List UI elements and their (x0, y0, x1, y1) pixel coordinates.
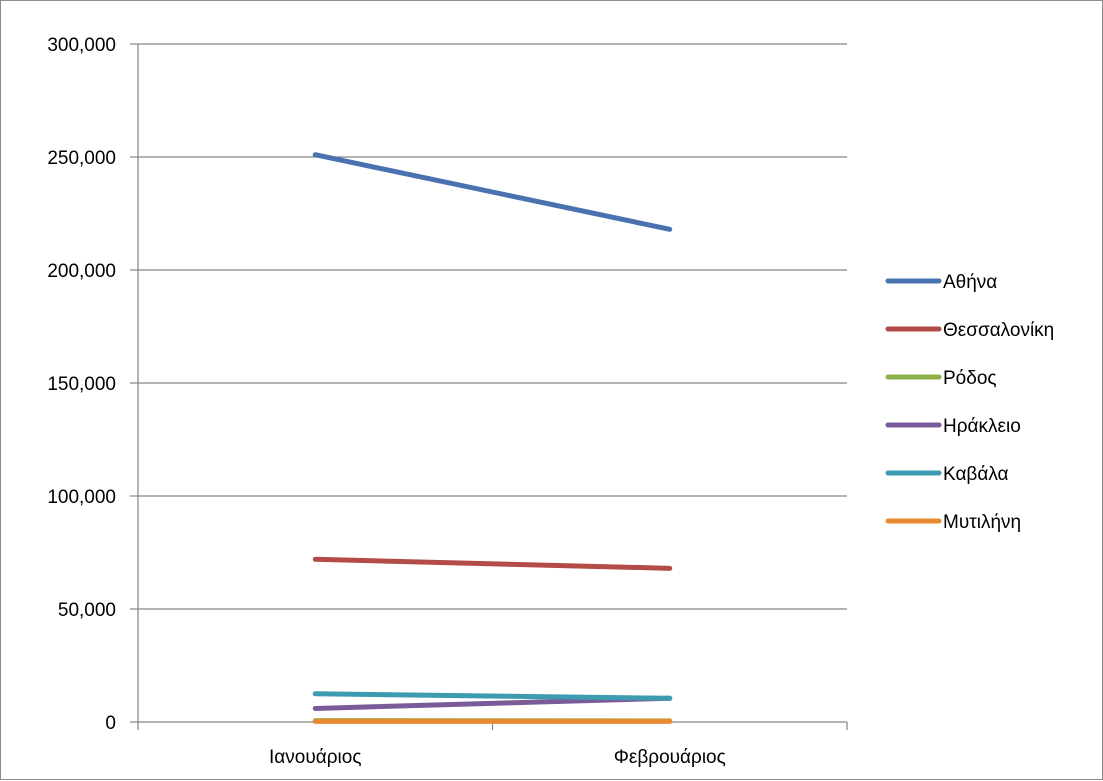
legend-label: Θεσσαλονίκη (943, 320, 1054, 341)
legend-label: Ηράκλειο (943, 416, 1021, 437)
y-axis-ticks: 0 50,000 100,000 150,000 200,000 250,000 300,0… (47, 35, 138, 734)
legend-label: Ρόδος (943, 368, 997, 389)
legend: Αθήνα Θεσσαλονίκη Ρόδος Ηράκλειο Καβάλα Μυτιλ… (888, 272, 1054, 533)
series-lines (315, 155, 670, 722)
y-tick-label: 50,000 (58, 600, 116, 621)
legend-label: Μυτιλήνη (943, 512, 1021, 533)
y-tick-label: 100,000 (47, 487, 116, 508)
y-tick-label: 250,000 (47, 148, 116, 169)
y-tick-label: 0 (105, 713, 116, 734)
gridlines (138, 44, 847, 609)
series-line-1 (315, 559, 670, 568)
y-tick-label: 300,000 (47, 35, 116, 56)
series-line-0 (315, 155, 670, 230)
x-tick-label: Φεβρουάριος (614, 747, 726, 768)
x-axis-ticks: Ιανουάριος Φεβρουάριος (138, 722, 847, 768)
y-tick-label: 200,000 (47, 261, 116, 282)
y-tick-label: 150,000 (47, 374, 116, 395)
legend-label: Αθήνα (943, 272, 997, 293)
series-line-4 (315, 694, 670, 699)
x-tick-label: Ιανουάριος (269, 747, 361, 768)
legend-label: Καβάλα (943, 464, 1009, 485)
